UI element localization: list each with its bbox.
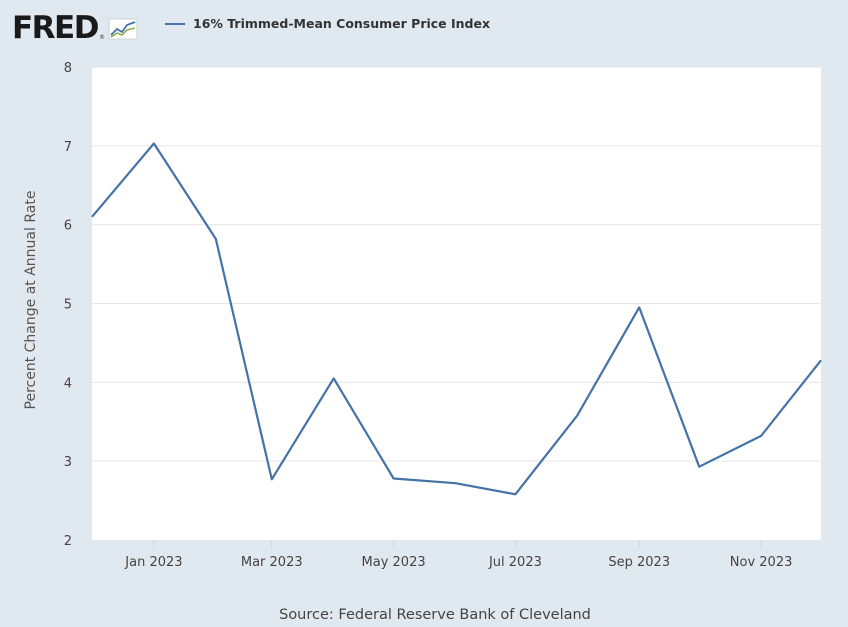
y-tick-label: 4: [64, 376, 72, 391]
y-tick-label: 8: [64, 61, 72, 76]
fred-logo-text: FRED: [12, 10, 99, 46]
data-point-2023-08-01[interactable]: [575, 413, 579, 417]
source-note: Source: Federal Reserve Bank of Clevelan…: [279, 607, 591, 623]
data-point-2023-06-01[interactable]: [454, 481, 458, 485]
fred-logo[interactable]: FRED ®: [12, 10, 138, 46]
x-tick-label: Nov 2023: [730, 555, 793, 570]
data-point-2023-01-01[interactable]: [152, 141, 156, 145]
registered-mark: ®: [98, 33, 105, 41]
legend-line-swatch: [165, 22, 185, 25]
data-point-2023-10-01[interactable]: [697, 465, 701, 469]
sparkline-icon: [108, 18, 138, 40]
data-point-2023-09-01[interactable]: [637, 305, 641, 309]
y-tick-label: 6: [64, 219, 72, 234]
grid-lines: [92, 66, 821, 462]
data-point-2023-12-01[interactable]: [819, 358, 823, 362]
y-tick-label: 2: [64, 534, 72, 549]
chart-legend[interactable]: 16% Trimmed-Mean Consumer Price Index: [165, 16, 490, 31]
series-line-trimmed-mean-cpi[interactable]: [91, 142, 822, 496]
y-tick-label: 3: [64, 455, 72, 470]
y-axis-ticks: 2 3 4 5 6 7 8: [64, 61, 72, 549]
data-point-2023-05-01[interactable]: [392, 477, 396, 481]
x-tick-label: Mar 2023: [241, 555, 303, 570]
data-point-2023-02-01[interactable]: [214, 237, 218, 241]
x-axis-ticks: Jan 2023 Mar 2023 May 2023 Jul 2023 Sep 2023…: [124, 540, 792, 570]
x-tick-label: Sep 2023: [608, 555, 670, 570]
data-point-2023-03-01[interactable]: [270, 477, 274, 481]
data-point-2023-04-01[interactable]: [332, 376, 336, 380]
x-tick-label: Jul 2023: [488, 555, 542, 570]
y-tick-label: 7: [64, 140, 72, 155]
y-tick-label: 5: [64, 298, 72, 313]
data-point-2022-12-01[interactable]: [90, 215, 94, 219]
x-tick-label: May 2023: [362, 555, 426, 570]
x-tick-label: Jan 2023: [124, 555, 182, 570]
data-point-2023-07-01[interactable]: [513, 492, 517, 496]
data-point-2023-11-01[interactable]: [759, 434, 763, 438]
legend-label: 16% Trimmed-Mean Consumer Price Index: [193, 16, 491, 31]
